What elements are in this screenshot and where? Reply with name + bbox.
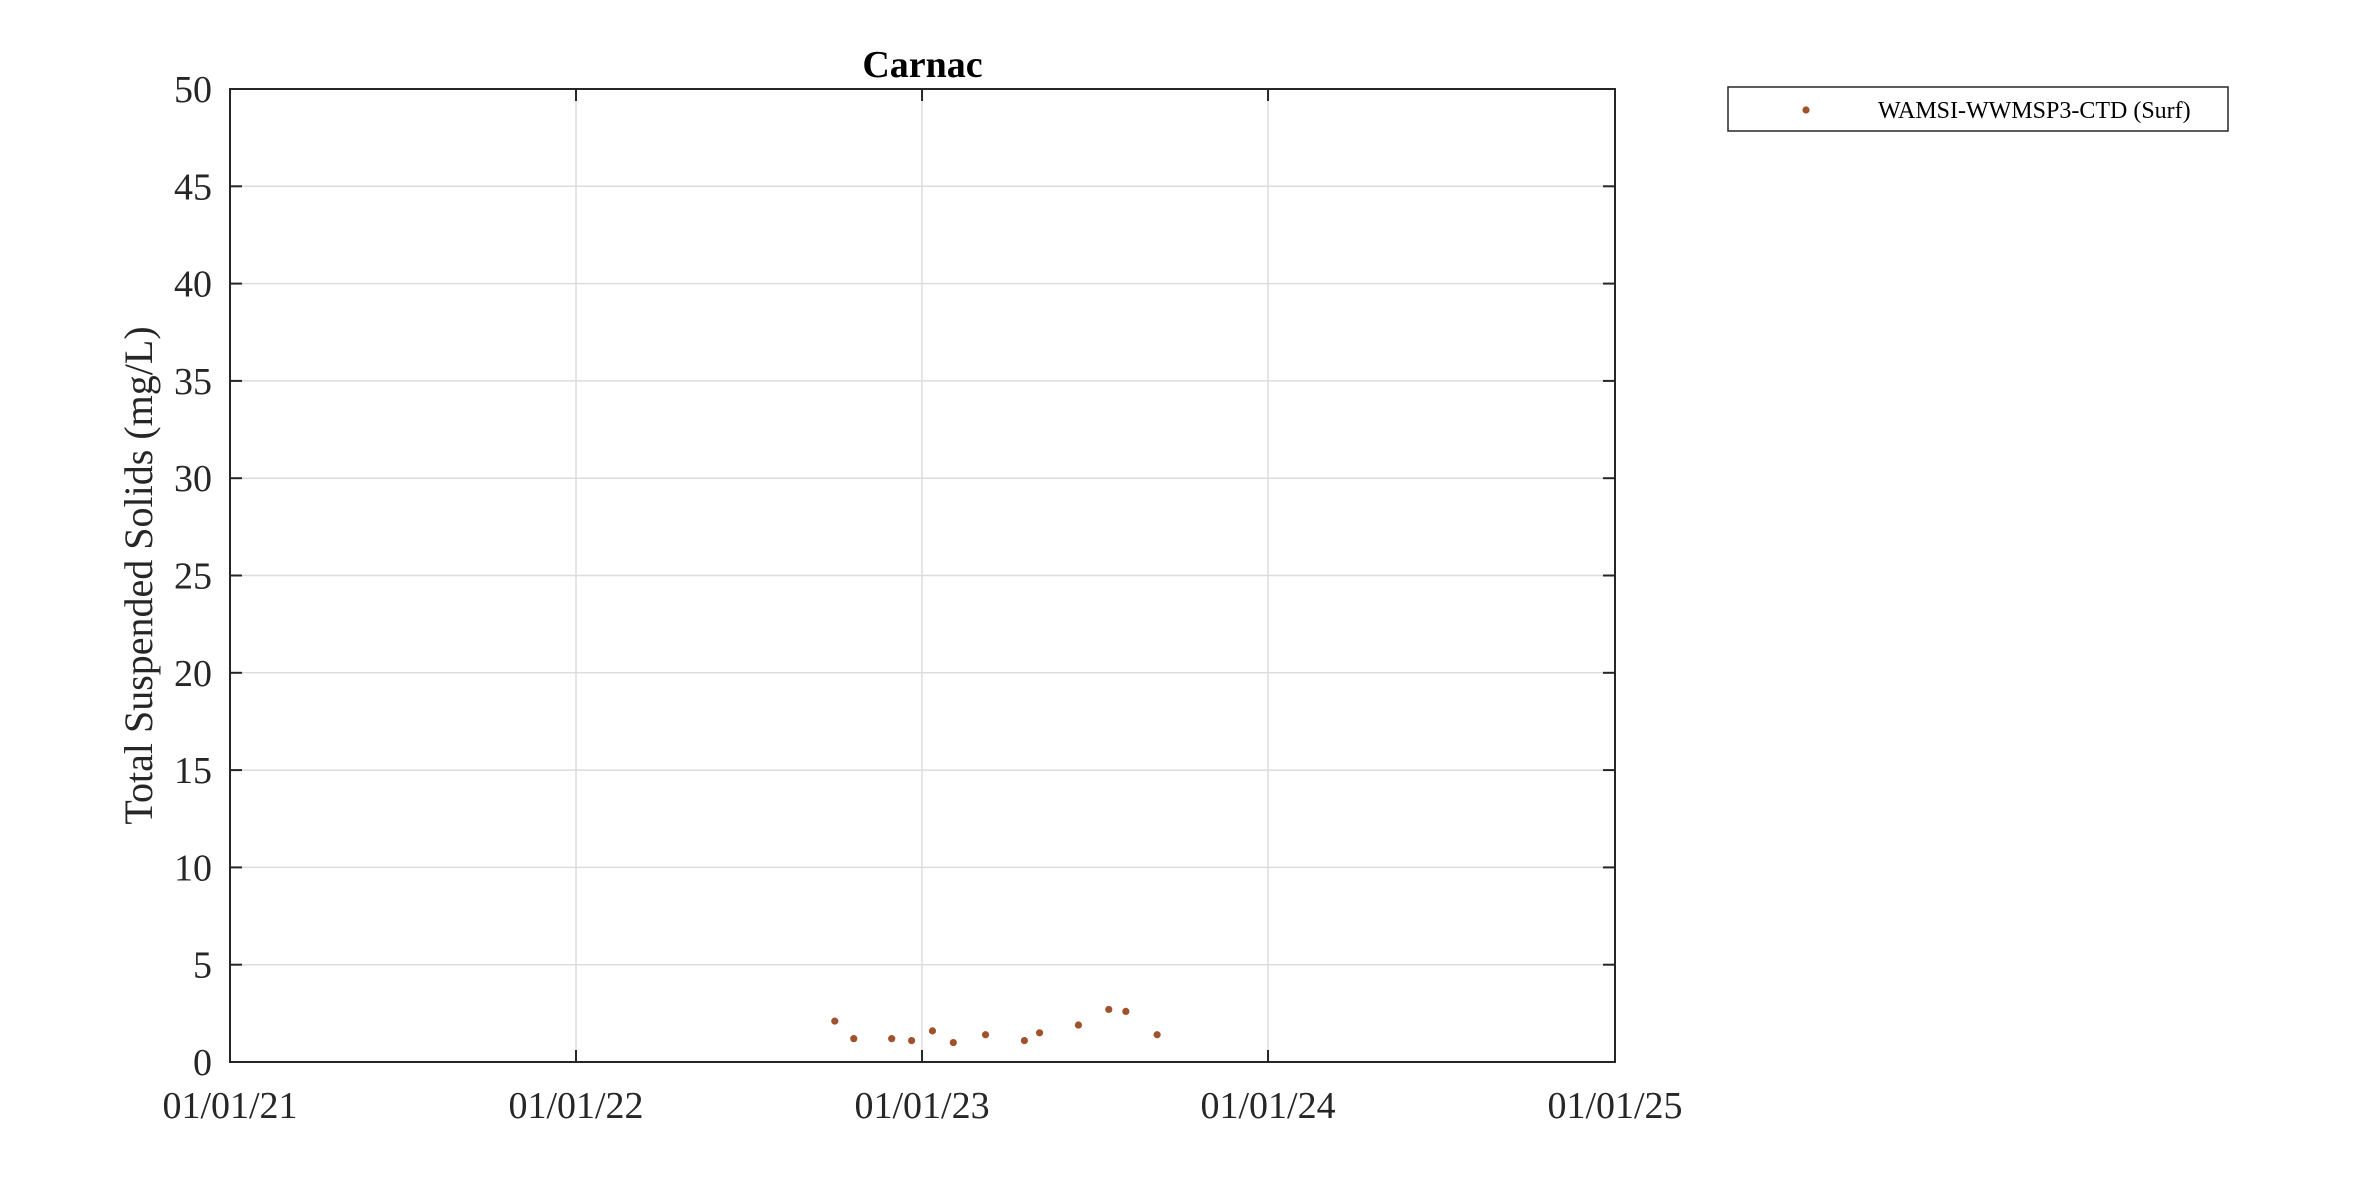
y-axis-label: Total Suspended Solids (mg/L) [116,326,161,824]
axes-box [229,88,1616,1063]
data-point [850,1035,858,1043]
y-tick-label: 10 [174,847,212,889]
y-tick-label: 20 [174,653,212,695]
data-point [1020,1036,1029,1045]
y-tick-label: 0 [193,1042,212,1084]
y-tick-label: 5 [193,945,212,987]
y-tick-label: 30 [174,458,212,500]
data-point [928,1027,937,1035]
data-point [981,1031,990,1039]
y-tick-label: 50 [174,69,212,111]
data-point [888,1035,896,1043]
y-tick-label: 15 [174,750,212,792]
legend-marker [1802,106,1810,114]
x-tick-label: 01/01/24 [1200,1085,1335,1127]
data-point [1035,1029,1044,1037]
data-point [1122,1007,1130,1016]
x-tick-labels: 01/01/21 01/01/22 01/01/23 01/01/24 01/01/25 [162,1085,1682,1127]
legend-box [1727,86,2229,132]
data-point [1074,1021,1083,1029]
y-tick-label: 40 [174,264,212,306]
data-point [949,1038,957,1047]
data-points [831,1005,1161,1047]
y-tick-labels: 0 5 10 15 20 25 30 35 40 45 50 [174,69,212,1084]
y-tick-label: 35 [174,361,212,403]
x-tick-label: 01/01/21 [162,1085,297,1127]
grid-lines [230,89,1615,1062]
data-point [1105,1005,1113,1014]
chart-title: Carnac [862,44,982,86]
y-tick-label: 45 [174,166,212,208]
x-tick-label: 01/01/23 [854,1085,989,1127]
legend-label: WAMSI-WWMSP3-CTD (Surf) [1878,98,2191,124]
x-tick-label: 01/01/22 [508,1085,643,1127]
x-tick-label: 01/01/25 [1547,1085,1682,1127]
data-point [831,1017,839,1025]
legend: WAMSI-WWMSP3-CTD (Surf) [1727,86,2229,132]
data-point [1153,1031,1161,1039]
data-point [907,1036,916,1045]
y-tick-label: 25 [174,556,212,598]
